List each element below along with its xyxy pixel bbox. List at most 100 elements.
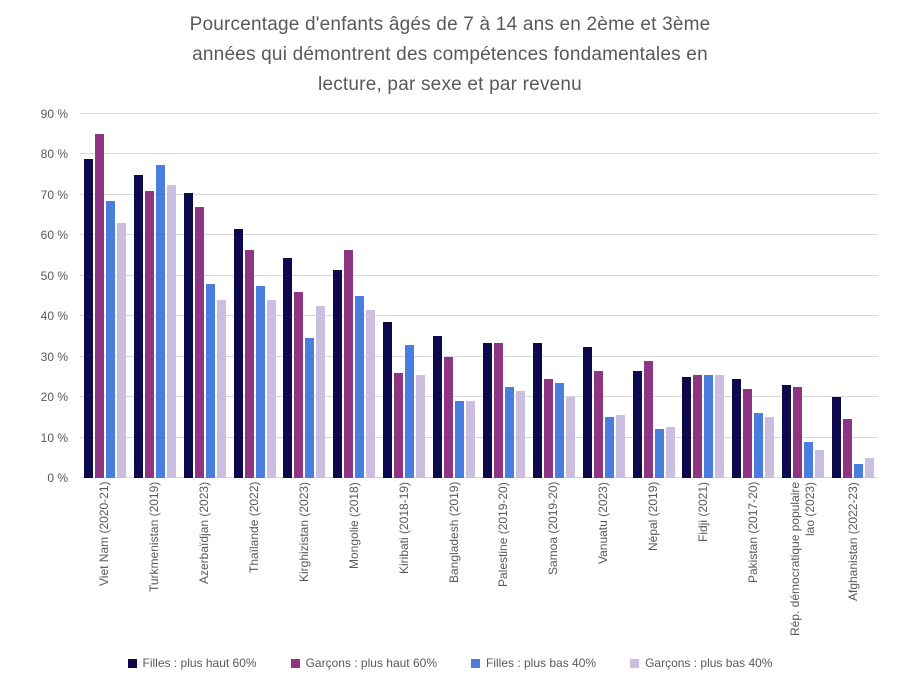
- gridline: [80, 436, 878, 438]
- bar: [732, 378, 742, 478]
- legend-item: Garçons : plus haut 60%: [290, 656, 437, 670]
- bar: [394, 372, 404, 478]
- bar: [515, 391, 525, 478]
- bar: [194, 207, 204, 478]
- x-axis-label-slot: Kirghizistan (2023): [280, 482, 330, 642]
- bar: [466, 401, 476, 478]
- x-axis-label-slot: Mongolie (2018): [329, 482, 379, 642]
- legend-swatch-icon: [127, 658, 137, 668]
- bar: [355, 296, 365, 478]
- bar: [166, 184, 176, 478]
- y-axis-tick-label: 90 %: [40, 107, 68, 121]
- bar: [865, 457, 875, 478]
- legend-label: Filles : plus bas 40%: [486, 656, 597, 670]
- bar: [255, 285, 265, 478]
- x-axis-category-label: Afghanistan (2022-23): [845, 482, 860, 601]
- x-axis-category-label: Bangladesh (2019): [446, 482, 461, 584]
- x-axis-label-slot: Azerbaïdjan (2023): [180, 482, 230, 642]
- chart-legend: Filles : plus haut 60% Garçons : plus hau…: [0, 656, 900, 670]
- bar-group: [778, 114, 828, 478]
- bar: [715, 374, 725, 478]
- x-axis-category-label: Vanuatu (2023): [596, 482, 611, 564]
- bar: [765, 417, 775, 478]
- bar-group: [479, 114, 529, 478]
- y-axis-tick-label: 40 %: [40, 309, 68, 324]
- x-axis-label-slot: Pakistan (2017-20): [728, 482, 778, 642]
- legend-swatch-icon: [290, 658, 300, 668]
- bar: [366, 310, 376, 478]
- bar: [804, 441, 814, 478]
- gridline: [80, 315, 878, 317]
- x-axis-label-slot: Vanuatu (2023): [579, 482, 629, 642]
- bar: [94, 134, 104, 478]
- x-axis: Viet Nam (2020-21) Turkmenistan (2019) Aze…: [0, 482, 900, 642]
- bar: [83, 158, 93, 478]
- x-axis-spacer: [0, 482, 80, 642]
- bar: [565, 397, 575, 478]
- x-axis-label-slot: Viet Nam (2020-21): [80, 482, 130, 642]
- bar: [693, 374, 703, 478]
- legend-item: Filles : plus haut 60%: [127, 656, 257, 670]
- bar: [105, 200, 115, 478]
- bar: [416, 374, 426, 478]
- x-axis-labels: Viet Nam (2020-21) Turkmenistan (2019) Aze…: [80, 482, 878, 642]
- bar: [854, 463, 864, 478]
- bar: [782, 384, 792, 478]
- bar-group: [180, 114, 230, 478]
- y-axis-labels: 0 % 10 % 20 % 30 % 40 % 50 % 60 % 70 % 80 % 90 %: [0, 107, 80, 485]
- x-axis-category-label: Samoa (2019-20): [546, 482, 561, 576]
- x-axis-label-slot: Turkmenistan (2019): [130, 482, 180, 642]
- bar-group: [379, 114, 429, 478]
- bar: [793, 387, 803, 478]
- x-axis-label-slot: Samoa (2019-20): [529, 482, 579, 642]
- x-axis-label-slot: Fidji (2021): [679, 482, 729, 642]
- x-axis-category-label: Mongolie (2018): [346, 482, 361, 569]
- bar: [643, 360, 653, 478]
- bar: [582, 346, 592, 478]
- bar-group: [629, 114, 679, 478]
- bar: [532, 342, 542, 478]
- x-axis-label-slot: Thaïlande (2022): [230, 482, 280, 642]
- chart-title-line-1: Pourcentage d'enfants âgés de 7 à 14 ans…: [189, 14, 711, 35]
- bar: [344, 249, 354, 478]
- legend-item: Garçons : plus bas 40%: [630, 656, 772, 670]
- y-axis-tick-label: 60 %: [40, 228, 68, 243]
- y-axis-tick-label: 70 %: [40, 187, 68, 202]
- bar: [383, 322, 393, 478]
- x-axis-label-slot: Afghanistan (2022-23): [828, 482, 878, 642]
- bar: [593, 370, 603, 478]
- gridline: [80, 234, 878, 236]
- bar-group: [828, 114, 878, 478]
- bar: [233, 229, 243, 478]
- y-axis-tick-label: 80 %: [40, 147, 68, 162]
- chart-title-line-2: années qui démontrent des compétences fo…: [192, 44, 708, 65]
- bar: [333, 269, 343, 478]
- bar-group: [80, 114, 130, 478]
- bar: [682, 376, 692, 478]
- bar: [116, 223, 126, 478]
- bar-group: [329, 114, 379, 478]
- bar: [283, 257, 293, 478]
- bar-group: [579, 114, 629, 478]
- gridline: [80, 396, 878, 398]
- bar-group: [679, 114, 729, 478]
- legend-label: Garçons : plus bas 40%: [645, 656, 773, 670]
- bar: [482, 342, 492, 478]
- x-axis-category-label: Palestine (2019-20): [496, 482, 511, 587]
- bar-group: [529, 114, 579, 478]
- x-axis-category-label: Pakistan (2017-20): [745, 482, 760, 584]
- legend-swatch-icon: [630, 658, 640, 668]
- bar: [743, 389, 753, 478]
- gridline: [80, 153, 878, 155]
- bar: [815, 449, 825, 478]
- bar: [604, 417, 614, 478]
- x-axis-category-label: Kiribati (2018-19): [396, 482, 411, 575]
- y-axis-tick-label: 0 %: [47, 471, 68, 485]
- bar-group: [429, 114, 479, 478]
- bar: [294, 291, 304, 478]
- bar-group: [280, 114, 330, 478]
- bar: [205, 283, 215, 478]
- chart-title: Pourcentage d'enfants âgés de 7 à 14 ans…: [90, 10, 810, 100]
- bar: [444, 356, 454, 478]
